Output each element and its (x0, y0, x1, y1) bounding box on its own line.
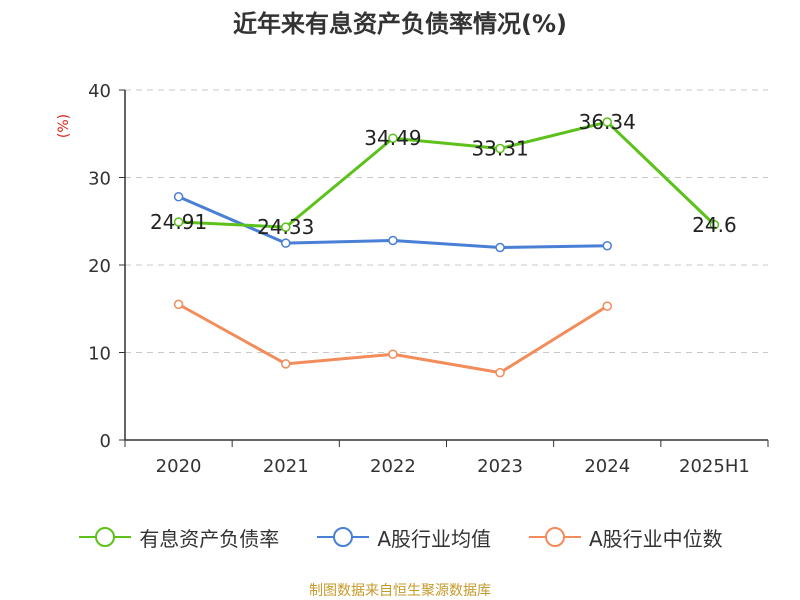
data-source-note: 制图数据来自恒生聚源数据库 (309, 583, 491, 599)
data-point (281, 222, 291, 232)
y-tick-label: 30 (88, 169, 111, 190)
data-point (495, 242, 505, 253)
line-chart: 0 10 20 30 40 (%) 2020 2021 2022 2023 2024 2025H1 24… (56, 81, 769, 477)
data-label: 24.33 (257, 215, 314, 239)
data-point (173, 192, 184, 202)
data-label: 34.49 (364, 126, 421, 150)
data-point (281, 238, 291, 248)
data-point (602, 241, 612, 251)
data-point (388, 349, 398, 359)
data-point (602, 117, 612, 127)
y-tick-label: 10 (88, 344, 111, 365)
data-label: 24.6 (692, 213, 737, 237)
x-tick-label: 2022 (370, 456, 416, 477)
legend-label: A股行业中位数 (589, 526, 723, 551)
y-tick-label: 40 (88, 81, 111, 102)
data-label: 36.34 (579, 110, 636, 134)
data-label: 24.91 (150, 210, 207, 234)
series-line-0 (178, 120, 716, 229)
y-tick-label: 0 (100, 431, 111, 452)
data-point (281, 359, 291, 369)
data-point (388, 133, 398, 143)
data-label: 33.31 (471, 137, 528, 161)
x-tick-label: 2025H1 (679, 456, 750, 477)
y-axis-label: (%) (56, 114, 72, 138)
legend-marker-blue-icon (317, 527, 370, 547)
data-point (388, 235, 398, 246)
chart-legend: 有息资产负债率 A股行业均值 A股行业中位数 (0, 520, 800, 554)
legend-label: A股行业均值 (377, 526, 491, 551)
data-point (495, 143, 505, 154)
x-tick-label: 2024 (584, 456, 630, 477)
legend-marker-green-icon (79, 527, 132, 547)
x-tick-label: 2023 (477, 456, 523, 477)
data-point (602, 301, 612, 311)
legend-item-industry-median[interactable]: A股行业中位数 (527, 523, 723, 552)
x-tick-label: 2020 (156, 456, 202, 477)
y-tick-label: 20 (88, 256, 111, 277)
legend-item-interest-bearing-ratio[interactable]: 有息资产负债率 (77, 523, 279, 552)
data-point (173, 217, 184, 227)
chart-title: 近年来有息资产负债率情况(%) (233, 10, 567, 38)
series-line-2 (177, 303, 609, 375)
data-point (173, 299, 184, 310)
data-point (495, 367, 505, 378)
legend-item-industry-mean[interactable]: A股行业均值 (315, 523, 491, 552)
x-tick-label: 2021 (263, 456, 309, 477)
legend-label: 有息资产负债率 (139, 526, 280, 551)
legend-marker-orange-icon (529, 527, 581, 547)
data-point (709, 220, 720, 230)
